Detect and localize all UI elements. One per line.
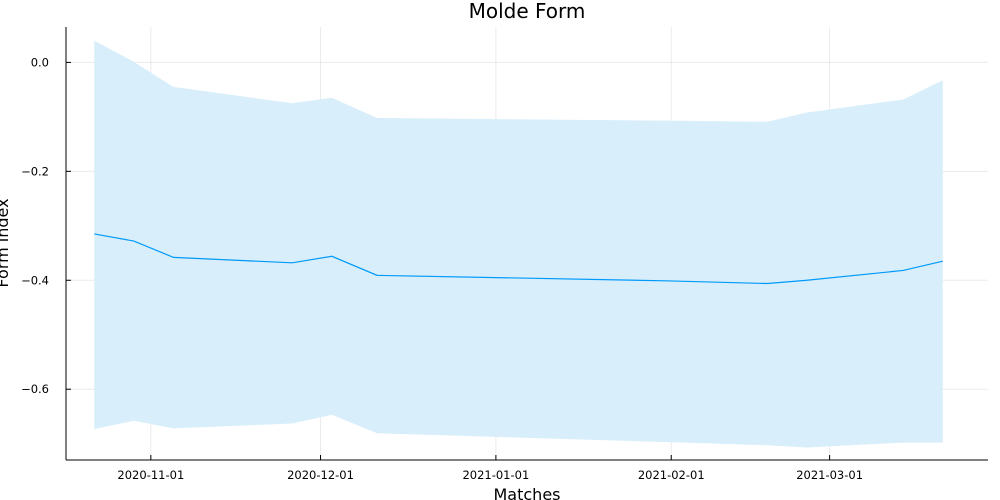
x-tick-label: 2021-01-01	[462, 468, 529, 482]
y-axis-label: Form index	[0, 198, 12, 287]
chart-title: Molde Form	[469, 0, 586, 23]
x-tick-label: 2020-11-01	[117, 468, 184, 482]
line-layer	[94, 233, 943, 285]
y-tick-label: −0.6	[21, 382, 49, 396]
x-tick-label: 2021-02-01	[638, 468, 705, 482]
x-axis-label: Matches	[494, 485, 561, 500]
x-tick-label: 2020-12-01	[287, 468, 354, 482]
axis-layer: 2020-11-01 2020-12-01 2021-01-01 2021-02-01…	[21, 27, 988, 482]
band-layer	[94, 40, 943, 448]
series-line	[94, 233, 943, 285]
confidence-band	[94, 40, 943, 448]
y-tick-label: −0.4	[21, 273, 49, 287]
y-tick-label: −0.2	[21, 164, 49, 178]
x-tick-label: 2021-03-01	[796, 468, 863, 482]
y-tick-label: 0.0	[31, 55, 49, 69]
